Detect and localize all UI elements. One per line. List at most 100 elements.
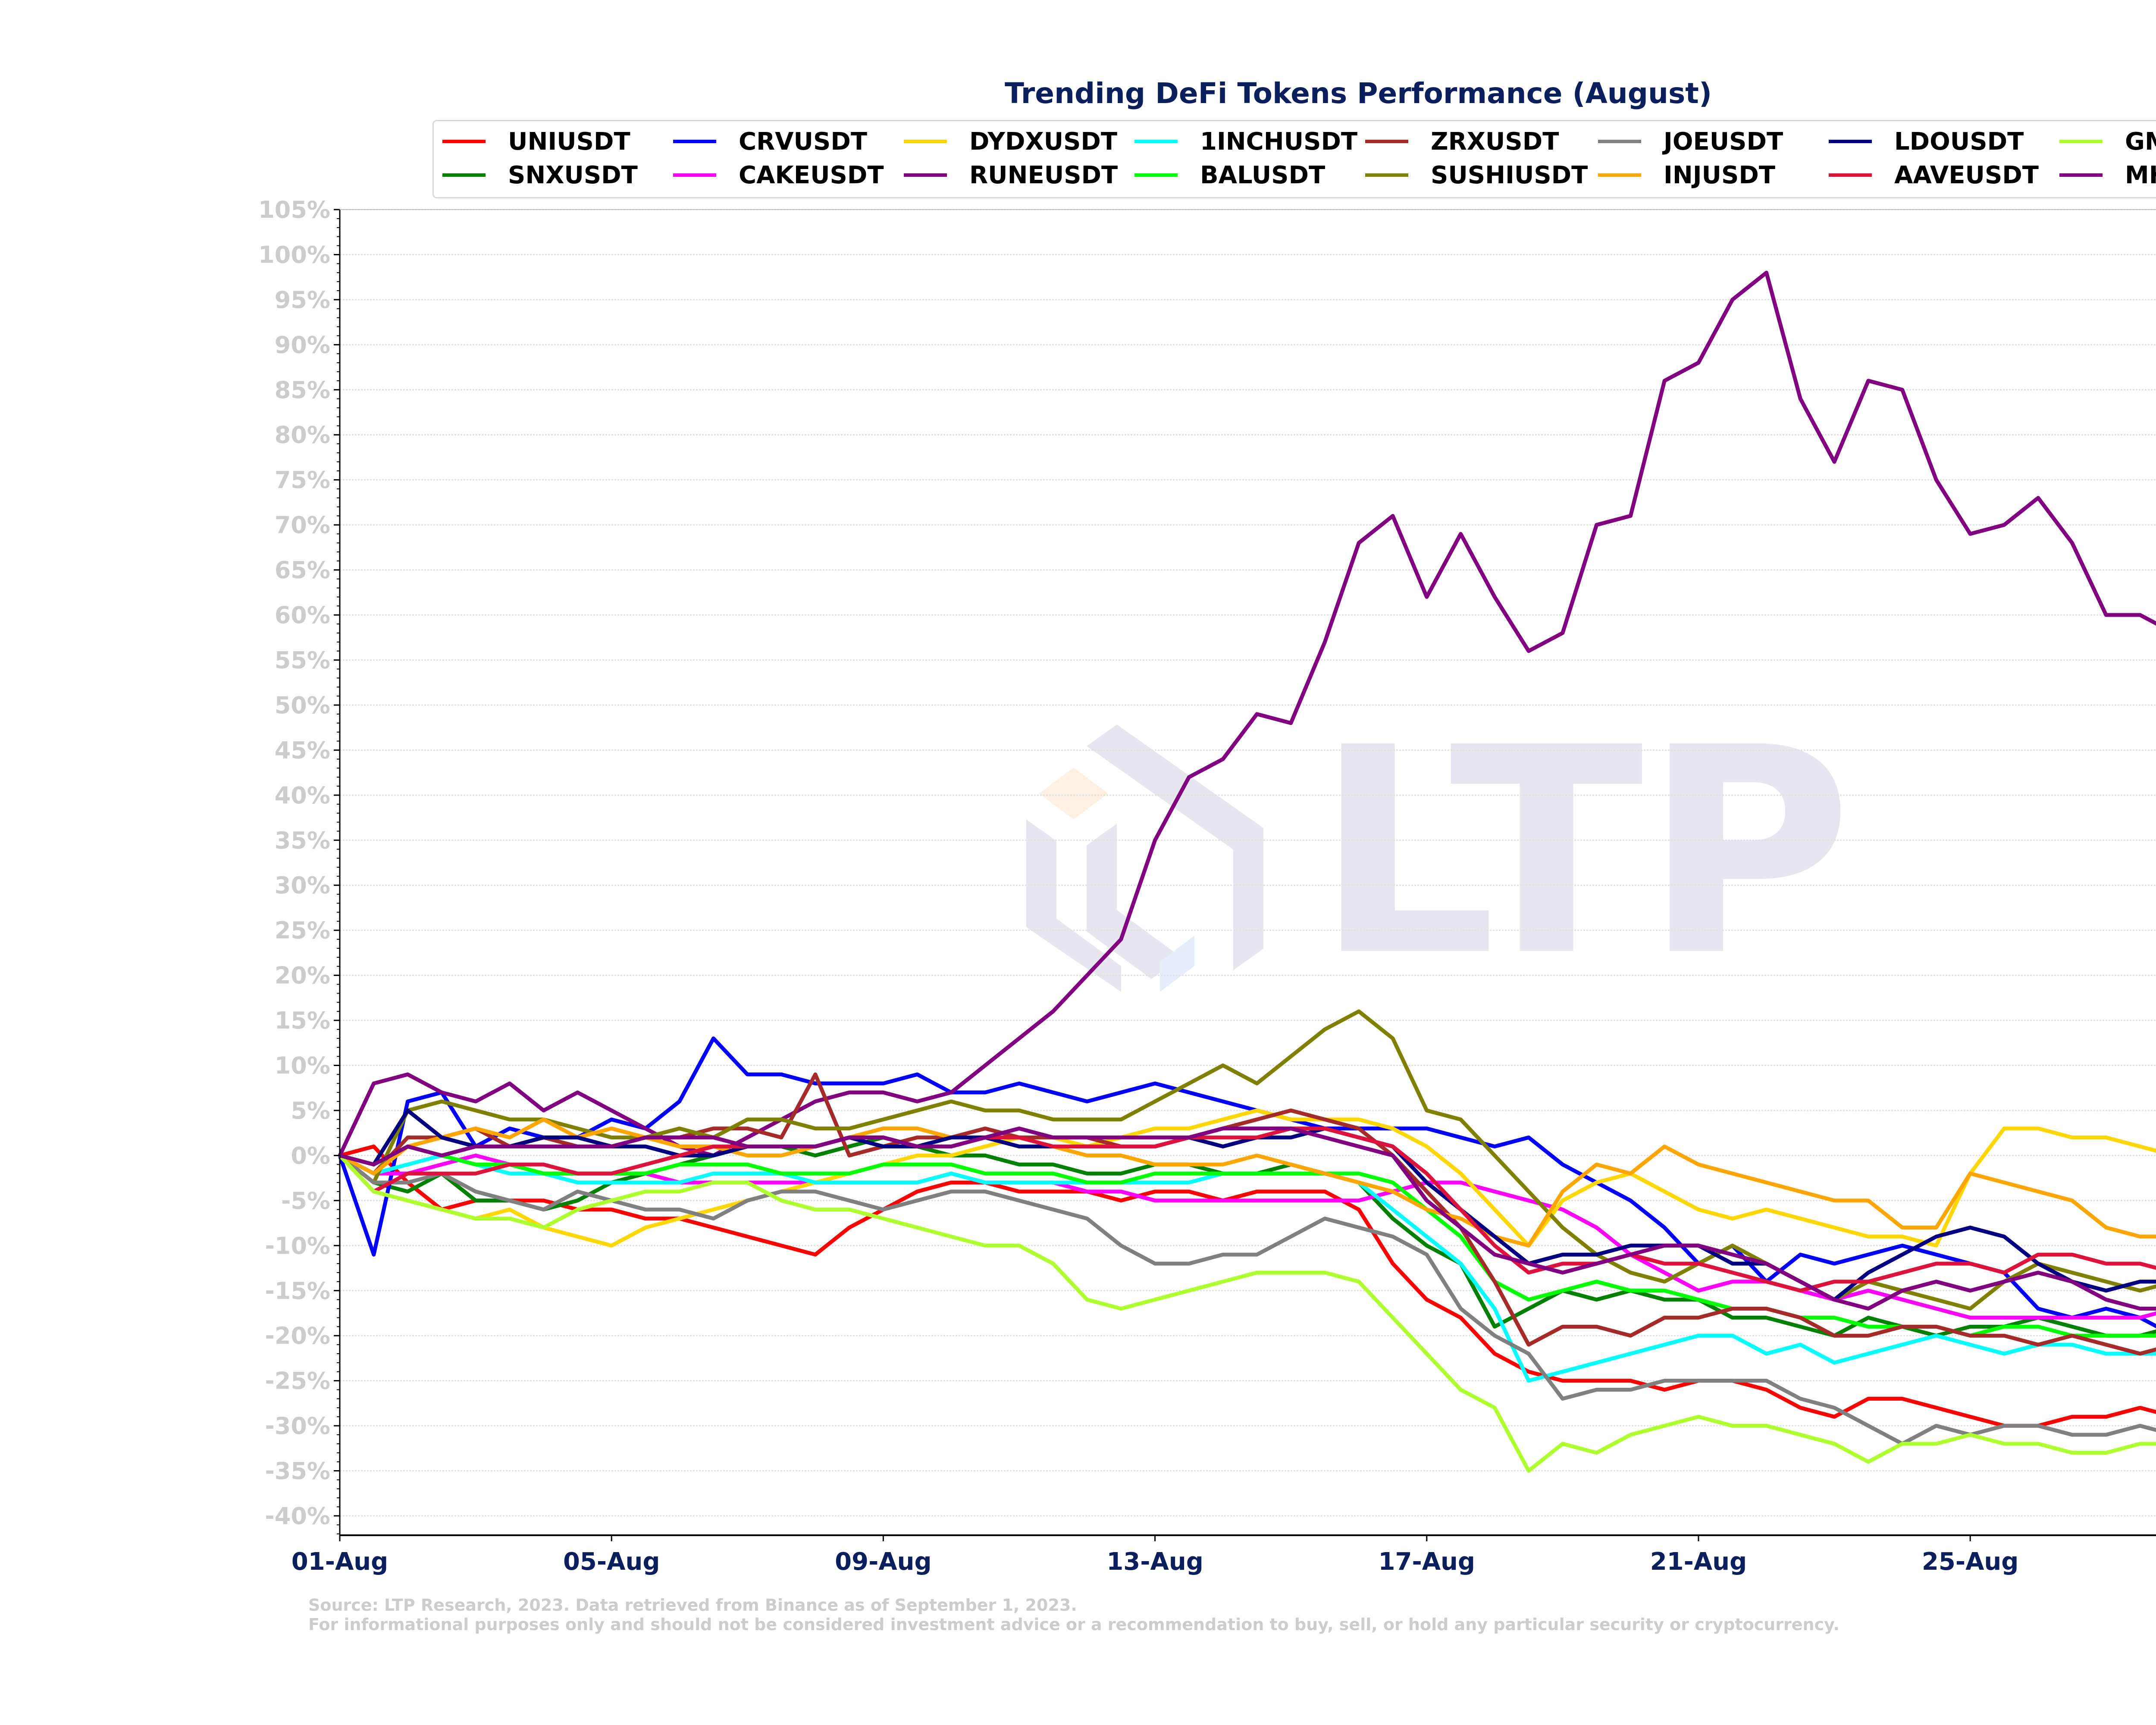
legend-swatch-icon — [1829, 140, 1872, 143]
legend-label: RUNEUSDT — [969, 161, 1118, 189]
y-tick-label: 10% — [275, 1052, 330, 1079]
legend-item-injusdt: INJUSDT — [1598, 160, 1775, 190]
legend-label: GMXUSDT — [2125, 127, 2156, 156]
legend-swatch-icon — [904, 173, 947, 177]
y-tick-label: 15% — [275, 1007, 330, 1034]
y-tick-label: 5% — [291, 1097, 330, 1124]
legend-label: JOEUSDT — [1664, 127, 1783, 156]
y-tick-label: -25% — [265, 1367, 330, 1395]
legend-item-1inchusdt: 1INCHUSDT — [1134, 126, 1357, 157]
y-tick-label: 70% — [275, 511, 330, 539]
series-line-dydxusdt — [338, 1108, 2156, 1248]
legend-swatch-icon — [1598, 140, 1641, 143]
legend-item-ldousdt: LDOUSDT — [1829, 126, 2024, 157]
legend-swatch-icon — [442, 140, 486, 143]
legend-label: UNIUSDT — [508, 127, 630, 156]
legend-swatch-icon — [442, 173, 486, 177]
chart-title: Trending DeFi Tokens Performance (August… — [1004, 77, 1712, 110]
y-tick-label: 80% — [275, 421, 330, 448]
series-line-mkrusdt — [339, 1126, 2156, 1311]
y-tick-label: 65% — [275, 557, 330, 584]
legend-swatch-icon — [2059, 140, 2103, 143]
y-tick-label: 45% — [275, 737, 330, 764]
watermark-cube-icon — [1087, 724, 1263, 970]
y-tick-label: 90% — [275, 331, 330, 358]
y-tick-label: 95% — [275, 286, 330, 314]
series-line-snxusdt — [338, 1135, 2156, 1338]
y-tick-label: 55% — [275, 646, 330, 674]
x-tick-label: 13-Aug — [1106, 1548, 1203, 1576]
x-tick-label: 25-Aug — [1922, 1548, 2018, 1576]
legend-label: 1INCHUSDT — [1200, 127, 1358, 156]
legend-label: SNXUSDT — [508, 161, 638, 189]
legend-swatch-icon — [1134, 140, 1178, 143]
y-axis-ticks: 105% 100% 95% 90% 85% 80% 75% 70% 65% 60% 55% 50% 45… — [258, 196, 340, 1534]
axes — [339, 209, 2156, 1536]
legend-label: BALUSDT — [1200, 161, 1326, 189]
legend-label: LDOUSDT — [1894, 127, 2024, 156]
y-tick-label: -30% — [265, 1412, 330, 1440]
legend-label: DYDXUSDT — [969, 127, 1118, 156]
legend: UNIUSDT CRVUSDT DYDXUSDT 1INCHUSDT ZRXUSDT JO… — [432, 120, 2156, 198]
footer-source: Source: LTP Research, 2023. Data retriev… — [308, 1596, 1077, 1615]
legend-item-cakeusdt: CAKEUSDT — [673, 160, 884, 190]
y-tick-label: -35% — [265, 1458, 330, 1485]
y-tick-label: 35% — [275, 827, 330, 854]
legend-swatch-icon — [1829, 173, 1872, 177]
legend-item-joeusdt: JOEUSDT — [1598, 126, 1783, 157]
series-line-balusdt — [339, 1145, 2156, 1338]
y-tick-label: 100% — [258, 241, 330, 268]
y-tick-label: 75% — [275, 467, 330, 494]
x-tick-label: 09-Aug — [835, 1548, 931, 1576]
y-tick-label: 30% — [275, 872, 330, 899]
legend-item-snxusdt: SNXUSDT — [442, 160, 638, 190]
legend-item-uniusdt: UNIUSDT — [442, 126, 630, 157]
legend-swatch-icon — [1365, 140, 1408, 143]
watermark-blue-shape-icon — [1160, 936, 1194, 992]
legend-item-gmxusdt: GMXUSDT — [2059, 126, 2156, 157]
x-tick-label: 21-Aug — [1650, 1548, 1747, 1576]
watermark-orange-diamond-icon — [1039, 768, 1108, 819]
legend-item-dydxusdt: DYDXUSDT — [904, 126, 1117, 157]
y-tick-label: 50% — [275, 692, 330, 719]
legend-swatch-icon — [904, 140, 947, 143]
legend-label: ZRXUSDT — [1431, 127, 1559, 156]
legend-item-zrxusdt: ZRXUSDT — [1365, 126, 1559, 157]
watermark-text: LTP — [1315, 687, 1852, 1018]
grid-lines — [340, 209, 2156, 1517]
y-tick-label: -20% — [265, 1322, 330, 1349]
watermark-cube-icon — [1026, 819, 1121, 992]
y-tick-label: 85% — [275, 376, 330, 404]
y-tick-label: -40% — [265, 1502, 330, 1530]
series-line-joeusdt — [338, 1154, 2156, 1446]
series-line-uniusdt — [339, 1145, 2156, 1428]
legend-item-mkrusdt: MKRUSDT — [2059, 160, 2156, 190]
legend-item-runeusdt: RUNEUSDT — [904, 160, 1118, 190]
legend-item-balusdt: BALUSDT — [1134, 160, 1325, 190]
series-line-runeusdt — [338, 270, 2156, 1157]
x-axis-ticks: 01-Aug 05-Aug 09-Aug 13-Aug 17-Aug 21-Aug 25-A… — [291, 1535, 2018, 1576]
legend-swatch-icon — [1598, 173, 1641, 177]
x-tick-label: 05-Aug — [563, 1548, 660, 1576]
y-tick-label: 25% — [275, 917, 330, 944]
y-tick-label: 40% — [275, 782, 330, 809]
legend-label: CAKEUSDT — [739, 161, 884, 189]
footer-disclaimer: For informational purposes only and shou… — [308, 1615, 1839, 1634]
watermark-cube-icon — [1087, 824, 1181, 979]
legend-swatch-icon — [1365, 173, 1408, 177]
legend-item-aaveusdt: AAVEUSDT — [1829, 160, 2039, 190]
legend-label: CRVUSDT — [739, 127, 868, 156]
y-tick-label: 20% — [275, 962, 330, 989]
series-line-1inchusdt — [338, 1153, 2156, 1383]
y-tick-label: -15% — [265, 1277, 330, 1305]
y-tick-label: -5% — [281, 1187, 330, 1214]
series-line-sushiusdt — [338, 1009, 2156, 1311]
series-layer — [338, 270, 2156, 1473]
legend-swatch-icon — [2059, 173, 2103, 177]
legend-label: MKRUSDT — [2125, 161, 2156, 189]
legend-item-crvusdt: CRVUSDT — [673, 126, 867, 157]
x-tick-label: 17-Aug — [1379, 1548, 1475, 1576]
legend-swatch-icon — [673, 173, 716, 177]
y-tick-label: -10% — [265, 1232, 330, 1259]
